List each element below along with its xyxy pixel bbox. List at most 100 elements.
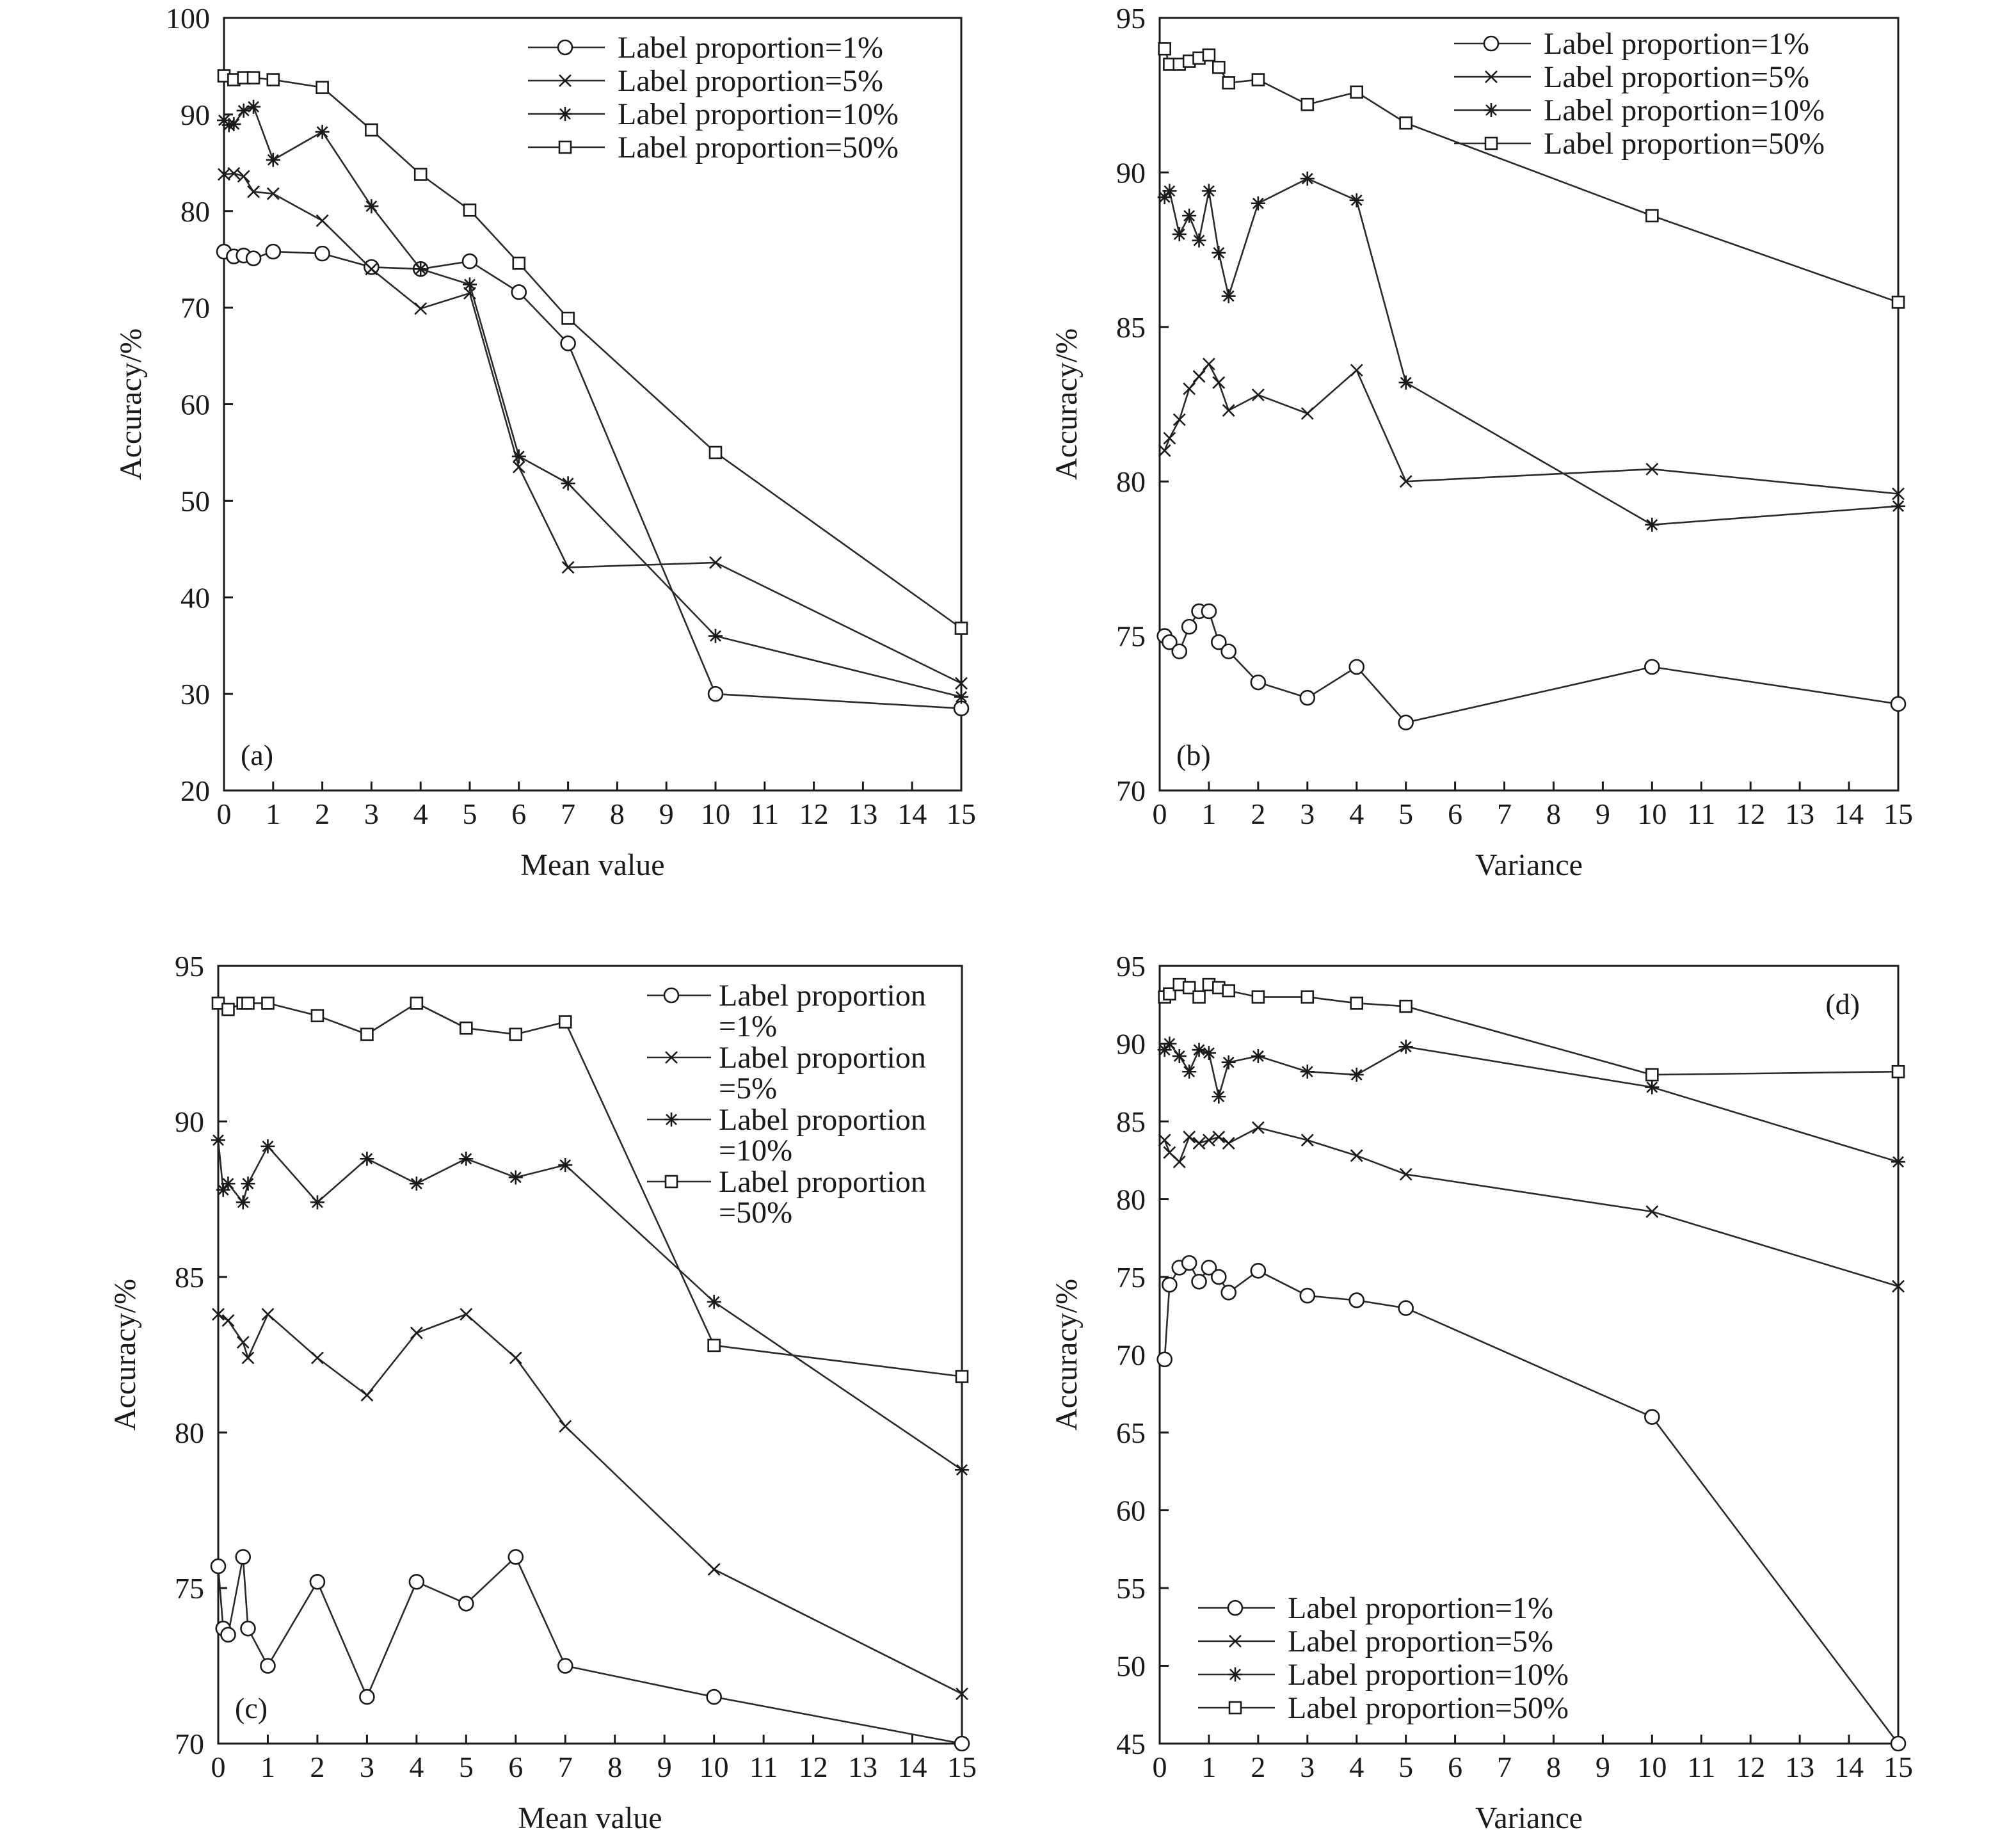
- data-point: [266, 152, 280, 167]
- data-point: [1182, 1064, 1197, 1079]
- data-point-stroke: [242, 1178, 254, 1190]
- x-tick-label: 15: [947, 1751, 977, 1783]
- series-1: [1156, 1255, 1907, 1752]
- series-line: [1164, 610, 1899, 724]
- x-tick-label: 15: [1884, 798, 1913, 830]
- data-point: [1644, 1409, 1660, 1425]
- data-point-stroke: [212, 1134, 224, 1146]
- data-point-stroke: [1222, 1056, 1235, 1068]
- legend-label: Label proportion=50%: [1544, 127, 1825, 161]
- data-point: [1645, 1080, 1660, 1095]
- data-point: [1212, 245, 1226, 260]
- data-point: [954, 689, 968, 704]
- data-point: [1891, 1155, 1905, 1169]
- data-point: [460, 1308, 473, 1321]
- data-point: [1300, 1134, 1314, 1147]
- data-point: [1192, 1043, 1206, 1057]
- legend-marker: [664, 1175, 678, 1189]
- x-tick-label: 10: [1637, 1751, 1667, 1783]
- legend-marker: [663, 987, 680, 1004]
- data-point: [241, 997, 255, 1010]
- x-tick-label: 13: [1785, 1751, 1814, 1783]
- data-point: [364, 199, 379, 214]
- data-point-stroke: [1350, 1149, 1363, 1162]
- data-point: [1300, 407, 1314, 420]
- legend-marker: [1485, 70, 1498, 83]
- data-point: [1212, 60, 1226, 74]
- data-point: [559, 1420, 572, 1433]
- data-point: [1300, 97, 1315, 111]
- x-tick-label: 14: [898, 1751, 927, 1783]
- data-point-stroke: [360, 1388, 374, 1402]
- data-point: [1220, 1285, 1237, 1301]
- data-point: [1349, 1068, 1364, 1082]
- data-point: [1891, 1064, 1905, 1079]
- data-point-stroke: [365, 262, 378, 276]
- data-point-stroke: [218, 168, 230, 181]
- series-2: [212, 1308, 968, 1701]
- legend-entry: Label proportion=1%: [1454, 27, 1809, 61]
- legend-label: Label proportion=10%: [618, 97, 899, 131]
- data-point: [237, 170, 250, 183]
- data-point: [1348, 659, 1365, 675]
- data-point: [707, 1294, 721, 1309]
- legend-label: Label proportion: [719, 979, 926, 1013]
- y-tick-label: 85: [1116, 311, 1146, 344]
- data-point-stroke: [267, 154, 279, 166]
- series-3: [217, 99, 968, 704]
- data-point: [707, 686, 724, 702]
- x-tick-label: 11: [1687, 798, 1715, 830]
- data-point-stroke: [1183, 1066, 1196, 1078]
- data-point-stroke: [361, 1153, 373, 1165]
- x-tick-label: 3: [360, 1751, 374, 1783]
- legend: Label proportion=1%Label proportion=5%La…: [647, 979, 926, 1230]
- data-point: [1645, 517, 1660, 532]
- data-point: [365, 123, 378, 137]
- data-point-stroke: [1163, 1146, 1176, 1159]
- x-tick-label: 13: [1785, 798, 1814, 830]
- data-point-stroke: [1158, 444, 1171, 457]
- plot-frame: [1158, 17, 1900, 792]
- data-point: [360, 1152, 374, 1166]
- y-tick-label: 40: [180, 581, 210, 614]
- data-point-stroke: [237, 1196, 249, 1208]
- data-point: [1892, 1280, 1905, 1293]
- data-point: [1222, 76, 1236, 90]
- series-line: [1164, 177, 1899, 526]
- x-tick-label: 12: [799, 1751, 828, 1783]
- data-point-stroke: [1350, 1069, 1363, 1081]
- data-point: [316, 214, 329, 227]
- data-point: [1348, 1292, 1365, 1308]
- x-tick-label: 4: [1349, 1751, 1364, 1783]
- data-point-stroke: [1645, 462, 1659, 476]
- data-point: [1250, 674, 1267, 691]
- data-point: [955, 1370, 969, 1383]
- data-point: [235, 1549, 252, 1565]
- data-point-stroke: [709, 556, 722, 569]
- data-point-stroke: [1350, 364, 1363, 377]
- data-point: [1251, 389, 1265, 401]
- x-tick-label: 8: [610, 798, 625, 830]
- data-point-stroke: [262, 1140, 274, 1152]
- data-point-stroke: [1222, 404, 1235, 417]
- x-tick-label: 7: [561, 798, 575, 830]
- x-tick-label: 9: [1596, 798, 1610, 830]
- data-point-stroke: [1203, 185, 1215, 197]
- y-tick-label: 90: [180, 99, 210, 131]
- x-tick-label: 4: [409, 1751, 424, 1783]
- y-tick-label: 70: [180, 292, 210, 325]
- data-point-stroke: [1172, 413, 1186, 426]
- data-point: [1398, 1300, 1414, 1316]
- y-axis-title: Accuracy/%: [114, 328, 148, 480]
- data-point: [956, 1687, 968, 1701]
- data-point: [1645, 209, 1659, 223]
- data-point: [1299, 1287, 1316, 1304]
- y-tick-label: 80: [175, 1417, 204, 1449]
- data-point: [511, 449, 526, 463]
- data-point: [1221, 289, 1236, 303]
- data-point: [265, 243, 282, 260]
- data-point: [310, 1009, 324, 1023]
- y-tick-label: 60: [180, 389, 210, 421]
- series-1: [1156, 603, 1907, 731]
